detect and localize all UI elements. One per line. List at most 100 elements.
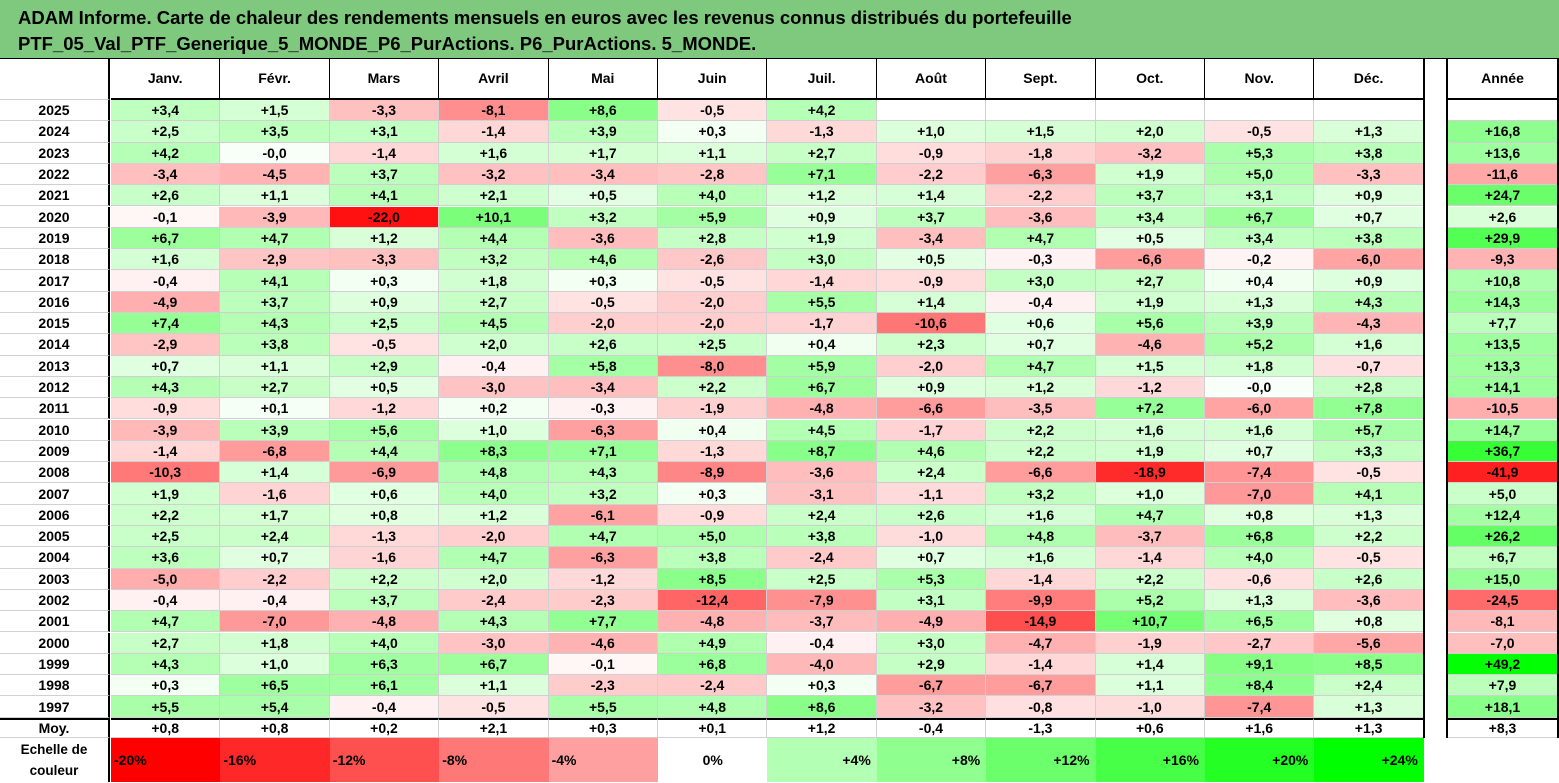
- heatmap-cell: -3,3: [329, 249, 440, 271]
- heatmap-cell: +4,8: [986, 526, 1096, 548]
- annual-cell: -11,6: [1447, 163, 1559, 186]
- heatmap-cell: -0,1: [548, 653, 658, 676]
- average-cell: -1,3: [986, 717, 1096, 738]
- heatmap-cell: -0,8: [986, 696, 1096, 718]
- chart-title: ADAM Informe. Carte de chaleur des rende…: [0, 0, 1559, 58]
- heatmap-cell: +3,7: [329, 589, 440, 612]
- heatmap-cell: +4,8: [658, 696, 768, 718]
- heatmap-cell: -1,7: [767, 313, 877, 335]
- heatmap-cell: +0,3: [767, 675, 877, 697]
- heatmap-cell: -2,7: [1205, 632, 1315, 654]
- heatmap-cell: +4,0: [329, 632, 440, 654]
- heatmap-cell: +2,3: [876, 334, 987, 356]
- heatmap-cell: -14,9: [986, 611, 1096, 633]
- heatmap-cell: -1,0: [876, 526, 987, 548]
- heatmap-cell: +4,6: [548, 249, 658, 271]
- heatmap-cell: +8,5: [1314, 653, 1424, 676]
- annual-cell: +5,0: [1447, 483, 1559, 505]
- color-scale-stop: +12%: [986, 737, 1096, 782]
- heatmap-cell: +0,7: [111, 355, 221, 377]
- heatmap-cell: +4,5: [439, 313, 549, 335]
- heatmap-cell: -1,8: [986, 142, 1096, 164]
- heatmap-cell: -6,6: [1095, 249, 1205, 271]
- heatmap-cell: +4,7: [220, 227, 330, 250]
- heatmap-cell: +4,3: [439, 611, 549, 633]
- color-scale-stop: -20%: [111, 737, 221, 782]
- heatmap-cell: +1,4: [876, 291, 987, 313]
- heatmap-cell: +3,6: [111, 547, 221, 569]
- heatmap-cell: +1,4: [1095, 653, 1205, 676]
- heatmap-cell: +4,2: [767, 100, 877, 122]
- heatmap-cell: -4,8: [658, 611, 768, 633]
- heatmap-cell: +1,2: [986, 376, 1096, 399]
- annual-cell: +2,6: [1447, 206, 1559, 228]
- heatmap-cell: -0,5: [329, 334, 440, 356]
- heatmap-cell: +6,8: [658, 653, 768, 676]
- heatmap-cell: +8,7: [767, 440, 877, 463]
- heatmap-cell: +2,2: [1314, 526, 1424, 548]
- heatmap-cell: -0,5: [1205, 121, 1315, 143]
- heatmap-cell: +2,7: [767, 142, 877, 164]
- heatmap-cell: +4,4: [329, 440, 440, 463]
- heatmap-cell: -0,9: [876, 142, 987, 164]
- heatmap-cell: -4,5: [220, 163, 330, 186]
- heatmap-cell: +1,4: [220, 462, 330, 484]
- heatmap-cell: +1,1: [220, 355, 330, 377]
- color-scale-stop: -16%: [220, 737, 330, 782]
- average-cell: +1,3: [1314, 717, 1424, 738]
- heatmap-cell: -1,6: [220, 483, 330, 505]
- heatmap-cell: +0,9: [329, 291, 440, 313]
- heatmap-cell: +4,3: [111, 653, 221, 676]
- year-label: 2015: [0, 313, 110, 335]
- heatmap-cell: -3,7: [767, 611, 877, 633]
- heatmap-cell: -3,5: [986, 398, 1096, 420]
- average-annual-cell: +8,3: [1447, 717, 1559, 738]
- heatmap-cell: +6,3: [329, 653, 440, 676]
- color-scale-stop: -12%: [329, 737, 440, 782]
- chart-title-line-1: ADAM Informe. Carte de chaleur des rende…: [18, 7, 1072, 28]
- heatmap-cell: +5,2: [1095, 589, 1205, 612]
- color-scale-label-line-2: couleur: [29, 762, 79, 778]
- heatmap-cell: +0,2: [439, 398, 549, 420]
- heatmap-cell: +2,0: [439, 568, 549, 590]
- heatmap-cell: -0,4: [439, 355, 549, 377]
- heatmap-cell: +2,9: [876, 653, 987, 676]
- heatmap-cell: +0,3: [548, 270, 658, 292]
- color-scale-stop: +4%: [767, 737, 877, 782]
- annual-cell: +49,2: [1447, 653, 1559, 676]
- heatmap-cell: +3,9: [220, 419, 330, 441]
- annual-cell: +6,7: [1447, 547, 1559, 569]
- heatmap-cell: +1,5: [220, 100, 330, 122]
- grid-separator: [1446, 58, 1448, 738]
- heatmap-cell: +3,1: [876, 589, 987, 612]
- heatmap-cell: -2,3: [548, 675, 658, 697]
- month-header: Mars: [329, 58, 440, 100]
- color-scale-stop: -8%: [439, 737, 549, 782]
- annual-cell: +16,8: [1447, 121, 1559, 143]
- heatmap-cell: +2,7: [1095, 270, 1205, 292]
- heatmap-cell: +7,1: [548, 440, 658, 463]
- year-label: 2011: [0, 398, 110, 420]
- heatmap-cell: +4,0: [439, 483, 549, 505]
- heatmap-cell: +1,4: [876, 185, 987, 207]
- heatmap-cell: -0,4: [111, 589, 221, 612]
- heatmap-cell: +3,7: [876, 206, 987, 228]
- heatmap-cell: -7,0: [1205, 483, 1315, 505]
- heatmap-cell: -3,6: [548, 227, 658, 250]
- average-cell: +0,6: [1095, 717, 1205, 738]
- heatmap-cell: -0,4: [220, 589, 330, 612]
- annual-cell: +13,3: [1447, 355, 1559, 377]
- year-label: 2024: [0, 121, 110, 143]
- heatmap-cell: +2,2: [111, 504, 221, 526]
- heatmap-cell: +0,5: [876, 249, 987, 271]
- heatmap-cell: +3,9: [548, 121, 658, 143]
- heatmap-cell: +5,5: [548, 696, 658, 718]
- year-label: 2019: [0, 227, 110, 250]
- color-scale-label: Echelle de couleur: [0, 737, 110, 782]
- annual-cell: -41,9: [1447, 462, 1559, 484]
- heatmap-cell: -0,5: [1314, 462, 1424, 484]
- heatmap-cell: +1,2: [439, 504, 549, 526]
- heatmap-cell: +1,9: [1095, 291, 1205, 313]
- year-label: 2014: [0, 334, 110, 356]
- annual-cell: +10,8: [1447, 270, 1559, 292]
